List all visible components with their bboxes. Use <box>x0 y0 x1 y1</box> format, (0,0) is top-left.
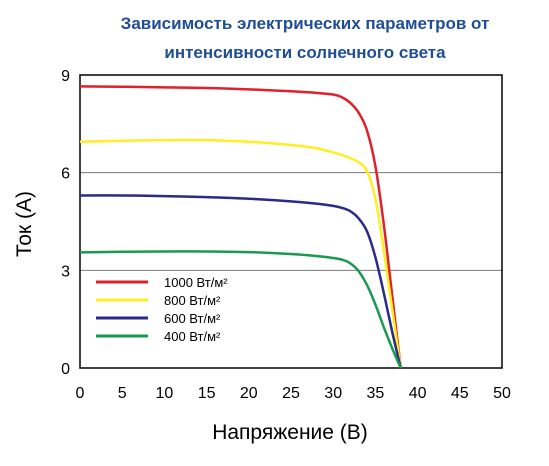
y-tick-label: 6 <box>61 166 70 183</box>
x-tick-label: 25 <box>282 385 300 402</box>
x-tick-label: 0 <box>76 385 85 402</box>
plot-frame <box>79 74 503 369</box>
legend-label: 800 Вт/м² <box>164 293 221 308</box>
legend: 1000 Вт/м² 800 Вт/м² 600 Вт/м² 400 Вт/м² <box>96 275 228 344</box>
x-tick-label: 15 <box>198 385 216 402</box>
x-axis-ticks: 0 5 10 15 20 25 30 35 40 45 50 <box>76 385 511 402</box>
x-tick-label: 30 <box>324 385 342 402</box>
series-line-1 <box>79 138 402 369</box>
y-tick-label: 9 <box>61 68 70 85</box>
series-line-2 <box>79 194 402 369</box>
x-axis-label: Напряжение (В) <box>212 421 368 444</box>
legend-label: 600 Вт/м² <box>164 311 221 326</box>
chart-title-line-1: Зависимость электрических параметров от <box>121 14 490 33</box>
x-tick-label: 50 <box>493 385 511 402</box>
y-axis-label: Ток (А) <box>13 191 36 257</box>
x-tick-label: 40 <box>409 385 427 402</box>
y-axis-ticks: 0 3 6 9 <box>61 68 70 378</box>
y-tick-label: 0 <box>61 361 70 378</box>
series-line-0 <box>79 85 402 369</box>
x-tick-label: 35 <box>367 385 385 402</box>
x-tick-label: 5 <box>118 385 127 402</box>
x-tick-label: 45 <box>451 385 469 402</box>
legend-label: 1000 Вт/м² <box>164 275 228 290</box>
x-tick-label: 10 <box>156 385 174 402</box>
grid <box>80 172 502 271</box>
y-tick-label: 3 <box>61 263 70 280</box>
x-tick-label: 20 <box>240 385 258 402</box>
series-layer <box>79 85 402 369</box>
legend-label: 400 Вт/м² <box>164 329 221 344</box>
chart-title-line-2: интенсивности солнечного света <box>164 43 446 62</box>
series-line-3 <box>79 250 402 369</box>
